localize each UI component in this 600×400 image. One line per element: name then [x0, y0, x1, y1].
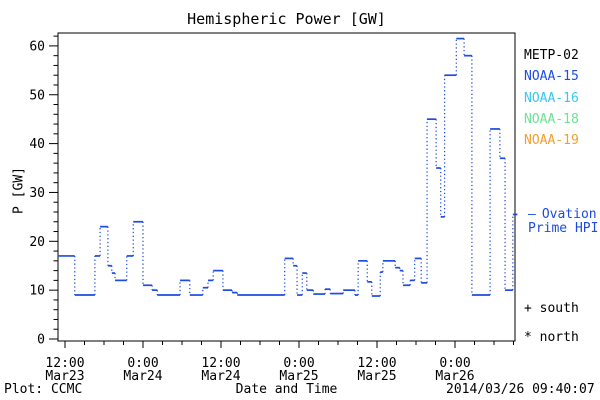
legend-item-noaa-15: NOAA-15	[524, 69, 579, 85]
ovation-key-dash-icon: —	[528, 207, 536, 222]
x-tick-time: 0:00	[439, 356, 470, 371]
x-axis-ticks: 12:00Mar230:00Mar2412:00Mar240:00Mar2512…	[45, 341, 514, 384]
legend-item-noaa-18: NOAA-18	[524, 111, 579, 127]
x-tick-time: 0:00	[127, 356, 158, 371]
x-tick-date: Mar23	[45, 369, 84, 384]
y-tick-label: 60	[29, 39, 45, 54]
x-tick-date: Mar24	[201, 369, 240, 384]
y-tick-label: 0	[37, 333, 45, 348]
y-tick-label: 20	[29, 235, 45, 250]
x-tick-date: Mar26	[435, 369, 474, 384]
y-axis-ticks: 0 10 20 30 40 50 60	[29, 35, 58, 348]
legend-item-noaa-19: NOAA-19	[524, 133, 579, 149]
plot-frame	[57, 32, 516, 342]
x-tick-time: 12:00	[45, 356, 84, 371]
south-marker-key: + south	[524, 301, 579, 316]
x-tick-time: 12:00	[357, 356, 396, 371]
y-tick-label: 40	[29, 137, 45, 152]
satellite-legend: METP-02 NOAA-15 NOAA-16 NOAA-18 NOAA-19	[524, 45, 598, 151]
y-tick-label: 10	[29, 284, 45, 299]
chart-title: Hemispheric Power [GW]	[187, 10, 386, 28]
x-tick-time: 12:00	[201, 356, 240, 371]
ovation-legend-line1: — Ovation	[528, 208, 598, 222]
x-tick-date: Mar25	[357, 369, 396, 384]
ovation-legend-line2: Prime HPI	[528, 220, 599, 236]
x-tick-time: 0:00	[283, 356, 314, 371]
ovation-label: Ovation	[541, 207, 597, 222]
legend-item-metp-02: METP-02	[524, 48, 579, 63]
y-tick-label: 50	[29, 88, 45, 103]
x-tick-date: Mar25	[279, 369, 318, 384]
y-axis-label: P [GW]	[11, 167, 27, 214]
legend-item-noaa-16: NOAA-16	[524, 90, 579, 106]
x-tick-date: Mar24	[123, 369, 162, 384]
plot-credit: Plot: CCMC	[4, 382, 83, 397]
plot-timestamp: 2014/03/26 09:40:07	[446, 382, 595, 397]
y-tick-label: 30	[29, 186, 45, 201]
x-axis-label: Date and Time	[235, 382, 338, 397]
ovation-hpi-legend: — Ovation Prime HPI	[528, 208, 598, 235]
north-marker-key: * north	[524, 330, 579, 345]
data-series-ovation-prime-hpi	[57, 37, 518, 297]
